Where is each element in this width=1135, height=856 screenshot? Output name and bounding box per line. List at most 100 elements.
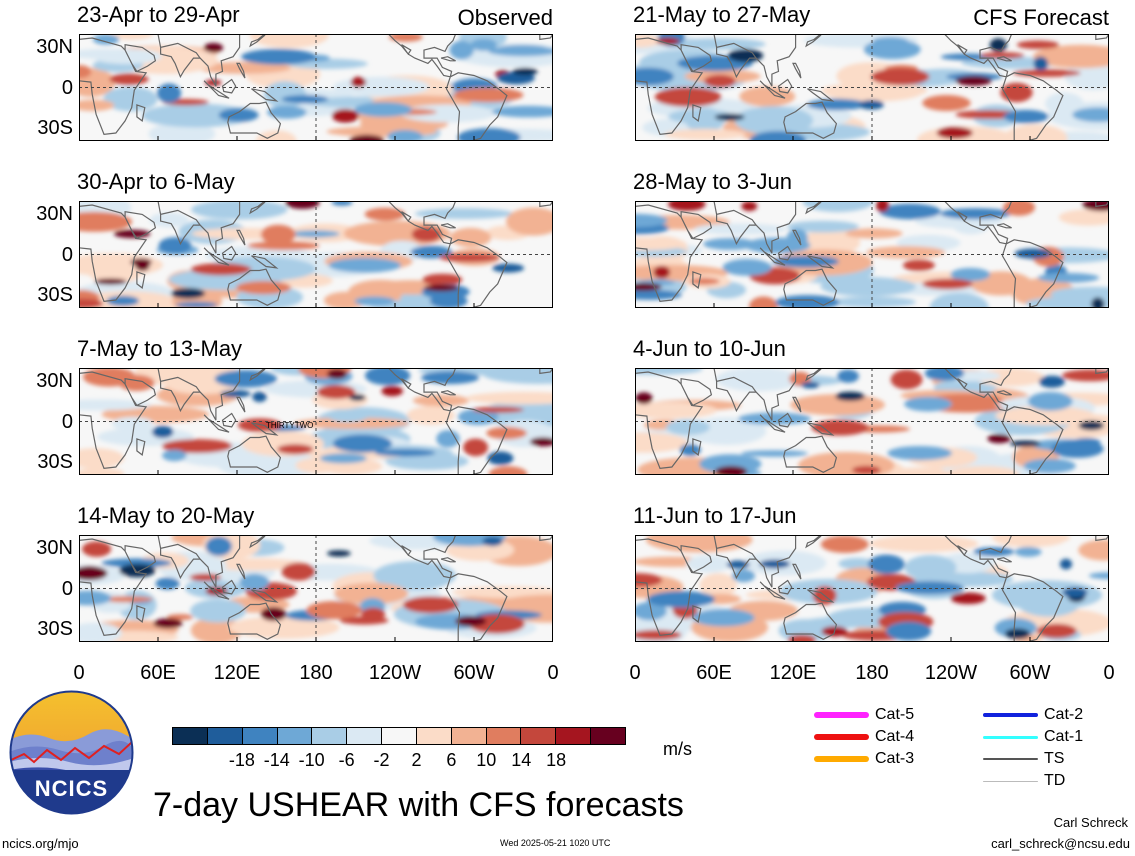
shear-blob — [465, 391, 553, 405]
shear-blob — [1058, 209, 1109, 226]
colorbar-cell — [486, 728, 522, 744]
shear-anomaly-blobs — [635, 368, 1109, 475]
shear-blob — [635, 432, 689, 453]
shear-blob — [463, 438, 489, 457]
panel-title: 14-May to 20-May — [77, 503, 255, 528]
map-border — [635, 34, 1109, 141]
shear-blob — [1003, 124, 1068, 141]
legend-item: Cat-2 — [983, 705, 1083, 725]
shear-blob — [1059, 558, 1073, 570]
colorbar-cell — [277, 728, 313, 744]
shear-blob — [111, 417, 154, 431]
shear-blob — [472, 406, 524, 413]
shear-blob — [423, 284, 459, 292]
shear-blob — [801, 381, 820, 389]
shear-blob — [214, 370, 277, 388]
lon-label: 180 — [855, 662, 889, 684]
shear-blob — [868, 554, 905, 574]
coastlines — [635, 34, 1109, 141]
shear-blob — [731, 569, 756, 583]
shear-blob — [190, 599, 246, 623]
shear-blob — [79, 566, 108, 581]
shear-blob — [205, 536, 232, 556]
shear-blob — [1036, 623, 1077, 639]
legend-label: Cat-5 — [875, 706, 915, 723]
shear-blob — [886, 621, 932, 641]
shear-blob — [875, 201, 890, 212]
shear-blob — [306, 601, 363, 620]
shear-blob — [488, 466, 528, 475]
lat-label: 0 — [61, 76, 73, 99]
legend-swatch — [814, 712, 869, 718]
legend-item: Cat-1 — [983, 727, 1083, 747]
shear-blob — [285, 201, 320, 209]
shear-map — [635, 201, 1109, 308]
map-border — [635, 201, 1109, 308]
shear-blob — [350, 76, 367, 88]
shear-blob — [922, 95, 971, 111]
lat-label: 0 — [61, 243, 73, 266]
shear-blob — [870, 68, 930, 86]
colorbar-tick-label: 14 — [511, 750, 532, 770]
shear-blob — [950, 267, 991, 282]
shear-blob — [249, 34, 329, 48]
shear-blob — [837, 369, 859, 383]
shear-blob — [101, 558, 172, 568]
shear-map — [79, 535, 553, 642]
map-border — [79, 535, 553, 642]
lon-label: 120W — [924, 662, 978, 684]
lon-label: 120E — [769, 662, 817, 684]
shear-blob — [152, 425, 174, 439]
shear-blob — [263, 81, 307, 108]
shear-blob — [506, 207, 553, 236]
shear-blob — [91, 48, 162, 65]
shear-blob — [203, 43, 224, 53]
colorbar-cell — [521, 728, 557, 744]
shear-blob — [1004, 628, 1031, 640]
shear-blob — [364, 207, 406, 221]
shear-blob — [92, 34, 120, 45]
shear-blob — [455, 616, 487, 627]
legend-item: Cat-5 — [814, 705, 914, 725]
shear-blob — [635, 573, 663, 588]
shear-blob — [529, 437, 553, 447]
coastlines — [79, 368, 553, 475]
shear-blob — [103, 86, 158, 112]
colorbar-cell — [312, 728, 348, 744]
legend-item: TD — [983, 771, 1065, 791]
shear-blob — [414, 208, 514, 219]
shear-blob — [835, 391, 865, 401]
shear-blob — [436, 430, 460, 448]
shear-blob — [277, 444, 314, 455]
map-border — [635, 368, 1109, 475]
shear-blob — [402, 596, 459, 614]
shear-blob — [334, 582, 409, 605]
coastlines — [635, 368, 1109, 475]
shear-blob — [387, 129, 423, 141]
shear-blob — [738, 412, 811, 425]
shear-blob — [654, 87, 722, 107]
shear-blob — [699, 454, 762, 474]
footer-author: Carl Schreck — [1053, 815, 1128, 830]
shear-blob — [100, 596, 153, 603]
shear-blob — [319, 453, 367, 464]
shear-blob — [449, 40, 474, 60]
shear-blob — [190, 263, 252, 276]
shear-blob — [1078, 420, 1104, 431]
map-border — [79, 201, 553, 308]
shear-blob — [109, 34, 153, 40]
shear-blob — [739, 86, 796, 107]
shear-blob — [902, 259, 935, 271]
legend-label: Cat-2 — [1044, 706, 1084, 723]
shear-blob — [689, 277, 720, 285]
lon-label: 180 — [299, 662, 333, 684]
shear-blob — [869, 535, 979, 553]
colorbar-tick-label: 10 — [476, 750, 497, 770]
shear-blob — [323, 291, 367, 308]
shear-blob — [811, 419, 869, 436]
shear-blob — [381, 385, 404, 397]
shear-blob — [109, 73, 149, 85]
shear-blob — [470, 38, 498, 51]
shear-blob — [491, 105, 553, 118]
legend-label: Cat-3 — [875, 750, 915, 767]
